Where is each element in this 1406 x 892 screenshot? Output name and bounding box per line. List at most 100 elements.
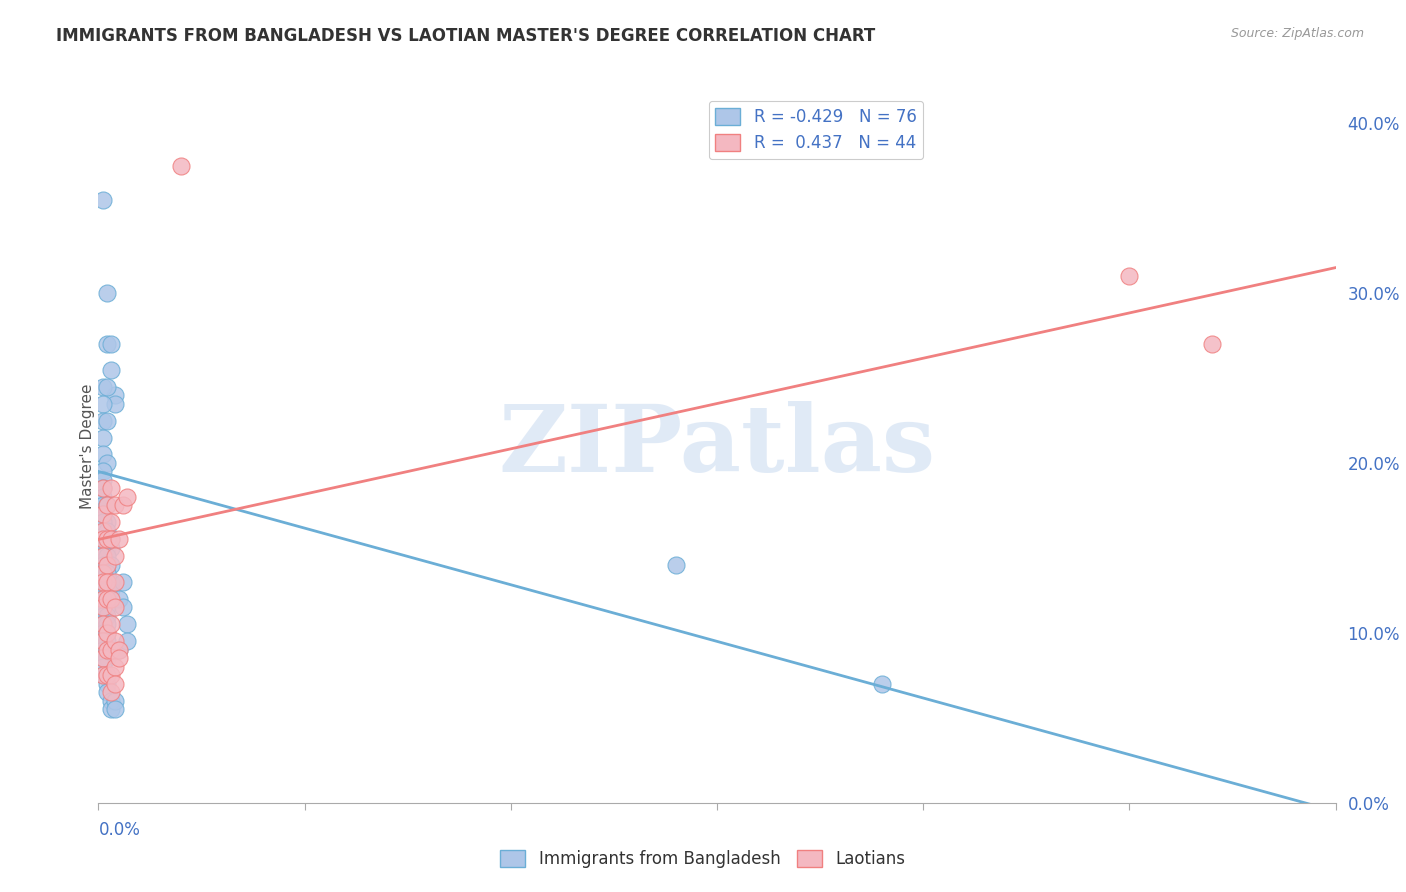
- Point: [96, 337, 118, 351]
- Point: [96, 533, 118, 547]
- Point: [91, 643, 114, 657]
- Point: [91, 668, 114, 682]
- Point: [96, 456, 118, 470]
- Point: [91, 465, 114, 479]
- Point: [91, 634, 114, 648]
- Point: [100, 516, 122, 530]
- Point: [91, 558, 114, 572]
- Point: [91, 516, 114, 530]
- Point: [665, 558, 688, 572]
- Point: [104, 574, 127, 589]
- Point: [91, 591, 114, 606]
- Point: [96, 499, 118, 513]
- Point: [91, 448, 114, 462]
- Point: [104, 499, 127, 513]
- Point: [91, 660, 114, 674]
- Point: [91, 379, 114, 393]
- Point: [91, 549, 114, 564]
- Text: IMMIGRANTS FROM BANGLADESH VS LAOTIAN MASTER'S DEGREE CORRELATION CHART: IMMIGRANTS FROM BANGLADESH VS LAOTIAN MA…: [56, 27, 876, 45]
- Point: [96, 574, 118, 589]
- Point: [104, 660, 127, 674]
- Point: [91, 507, 114, 521]
- Point: [96, 626, 118, 640]
- Text: ZIPatlas: ZIPatlas: [499, 401, 935, 491]
- Point: [96, 608, 118, 623]
- Point: [96, 677, 118, 691]
- Point: [91, 413, 114, 427]
- Point: [100, 337, 122, 351]
- Point: [108, 643, 131, 657]
- Point: [96, 549, 118, 564]
- Point: [104, 694, 127, 708]
- Point: [91, 668, 114, 682]
- Point: [104, 549, 127, 564]
- Point: [108, 533, 131, 547]
- Point: [100, 583, 122, 598]
- Point: [108, 651, 131, 665]
- Point: [91, 566, 114, 581]
- Point: [96, 541, 118, 555]
- Point: [104, 396, 127, 410]
- Text: 0.0%: 0.0%: [98, 821, 141, 838]
- Point: [91, 482, 114, 496]
- Point: [91, 499, 114, 513]
- Point: [96, 558, 118, 572]
- Point: [100, 702, 122, 716]
- Point: [91, 617, 114, 632]
- Point: [117, 634, 139, 648]
- Point: [100, 591, 122, 606]
- Point: [96, 634, 118, 648]
- Y-axis label: Master's Degree: Master's Degree: [80, 384, 94, 508]
- Point: [104, 702, 127, 716]
- Point: [100, 668, 122, 682]
- Point: [96, 668, 118, 682]
- Point: [91, 482, 114, 496]
- Point: [100, 694, 122, 708]
- Point: [91, 608, 114, 623]
- Point: [100, 533, 122, 547]
- Point: [170, 159, 193, 173]
- Text: Source: ZipAtlas.com: Source: ZipAtlas.com: [1230, 27, 1364, 40]
- Point: [91, 626, 114, 640]
- Point: [96, 583, 118, 598]
- Point: [112, 600, 135, 615]
- Point: [96, 566, 118, 581]
- Point: [112, 574, 135, 589]
- Legend: Immigrants from Bangladesh, Laotians: Immigrants from Bangladesh, Laotians: [494, 843, 912, 875]
- Point: [100, 362, 122, 376]
- Point: [91, 651, 114, 665]
- Point: [91, 574, 114, 589]
- Point: [91, 574, 114, 589]
- Point: [117, 617, 139, 632]
- Point: [96, 591, 118, 606]
- Point: [104, 634, 127, 648]
- Point: [96, 643, 118, 657]
- Point: [96, 600, 118, 615]
- Point: [91, 524, 114, 538]
- Point: [100, 685, 122, 699]
- Point: [91, 600, 114, 615]
- Point: [91, 549, 114, 564]
- Point: [104, 600, 127, 615]
- Point: [96, 413, 118, 427]
- Point: [96, 524, 118, 538]
- Point: [108, 591, 131, 606]
- Point: [96, 626, 118, 640]
- Point: [91, 490, 114, 504]
- Point: [91, 617, 114, 632]
- Point: [91, 634, 114, 648]
- Point: [91, 533, 114, 547]
- Point: [104, 388, 127, 402]
- Point: [96, 379, 118, 393]
- Point: [96, 499, 118, 513]
- Point: [108, 643, 131, 657]
- Point: [96, 617, 118, 632]
- Point: [100, 541, 122, 555]
- Point: [91, 473, 114, 487]
- Point: [91, 600, 114, 615]
- Point: [96, 533, 118, 547]
- Point: [96, 286, 118, 301]
- Point: [1201, 337, 1223, 351]
- Point: [96, 591, 118, 606]
- Point: [91, 507, 114, 521]
